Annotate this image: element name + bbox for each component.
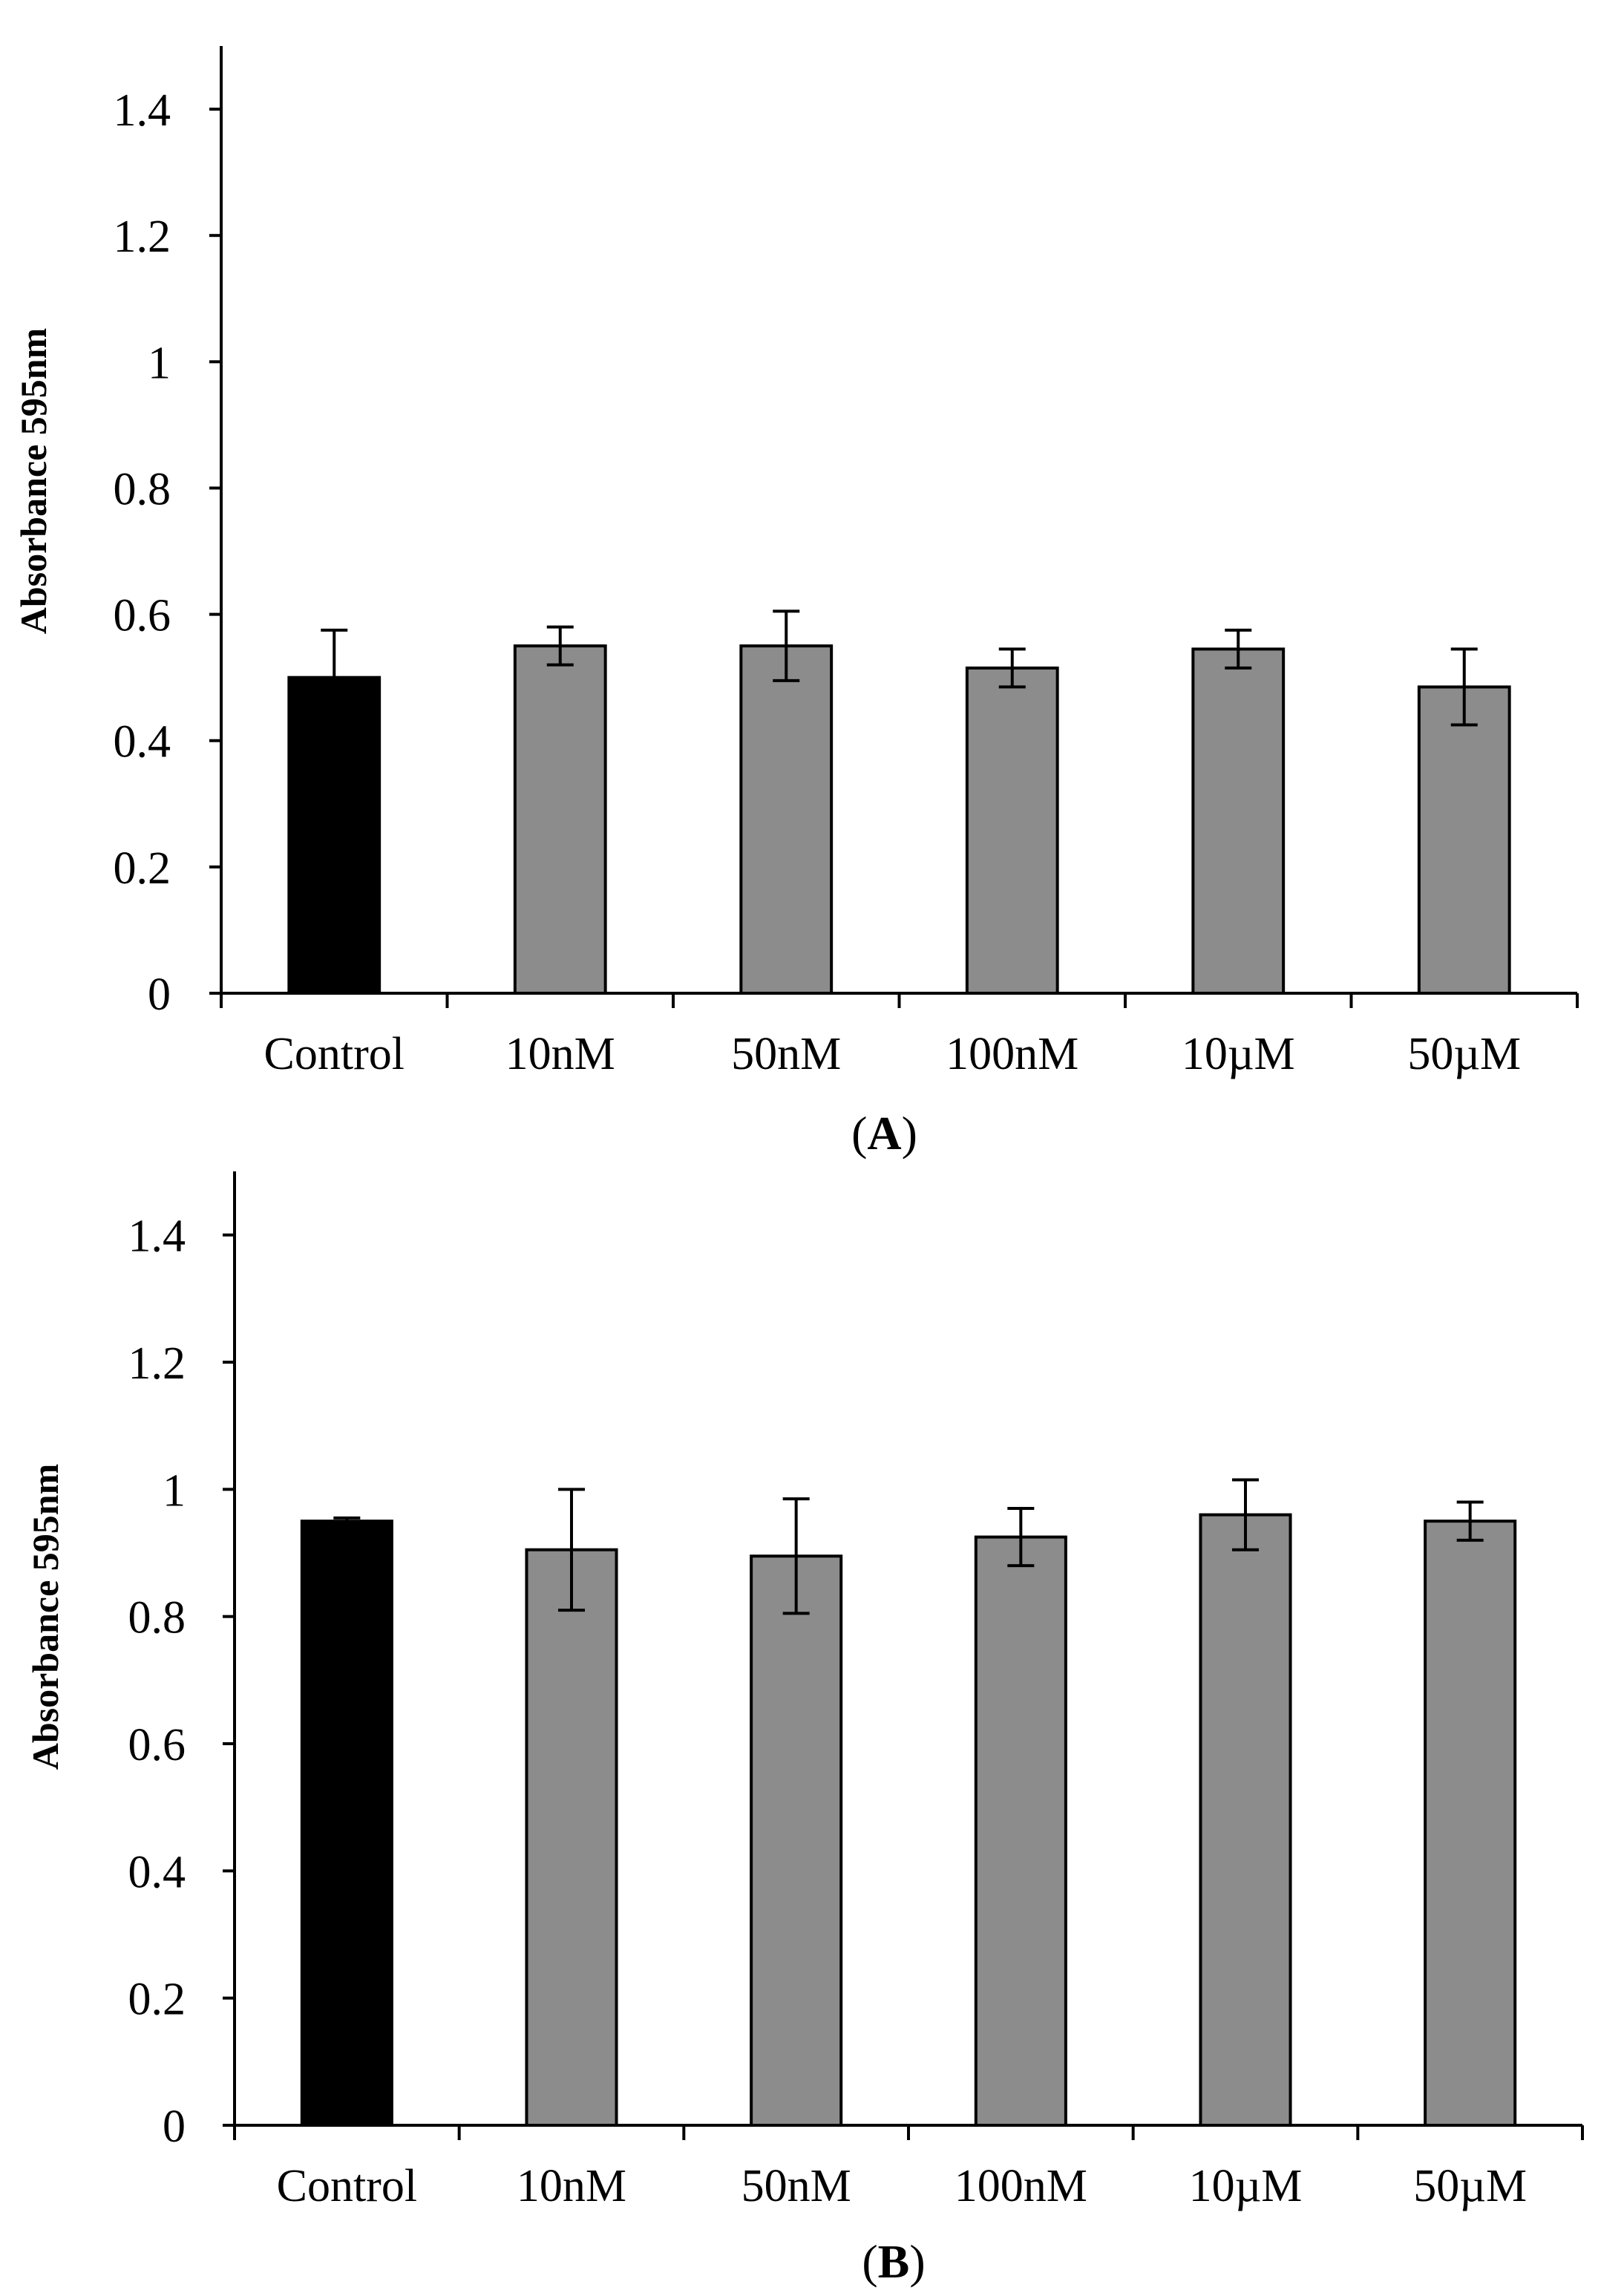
category-label: 10nM (505, 1029, 615, 1079)
category-label: 10µM (1189, 2161, 1303, 2211)
bar (525, 1548, 618, 2127)
y-tick-label: 0.4 (114, 717, 171, 768)
bar (974, 1535, 1067, 2127)
bar (965, 666, 1059, 995)
bar (1191, 647, 1286, 995)
y-tick-label: 1 (148, 338, 171, 388)
category-label: Control (277, 2161, 417, 2211)
y-tick-label: 1 (163, 1465, 186, 1516)
y-tick-label: 1.2 (114, 212, 171, 262)
y-tick-label: 0.8 (128, 1593, 186, 1643)
bar (739, 644, 834, 995)
category-label: 50µM (1413, 2161, 1527, 2211)
category-label: 100nM (955, 2161, 1087, 2211)
y-tick-label: 0.6 (128, 1720, 186, 1770)
panel-label: (A) (851, 1107, 917, 1160)
y-tick-label: 0.6 (114, 591, 171, 641)
category-label: 50µM (1407, 1029, 1521, 1079)
y-axis-title: Absorbance 595nm (13, 328, 54, 635)
y-tick-label: 1.4 (114, 85, 171, 136)
y-tick-label: 0.4 (128, 1847, 186, 1897)
category-label: 10µM (1182, 1029, 1295, 1079)
bar (1199, 1513, 1292, 2127)
y-tick-label: 1.4 (128, 1211, 186, 1262)
y-axis-title: Absorbance 595nm (24, 1464, 66, 1770)
panel-a-chart: 0 0.2 0.4 0.6 0.8 1 1.2 1.4 Control 10nM 50nM 100nM… (13, 46, 1579, 1160)
y-tick-label: 0.8 (114, 464, 171, 514)
bar (1417, 685, 1511, 995)
bar (750, 1554, 843, 2127)
y-tick-label: 0.2 (114, 843, 171, 894)
category-label: 50nM (741, 2161, 851, 2211)
y-tick-label: 1.2 (128, 1338, 186, 1389)
y-tick-label: 0 (148, 969, 171, 1020)
bar (513, 644, 607, 995)
category-label: 50nM (731, 1029, 841, 1079)
panel-label: (B) (862, 2235, 925, 2288)
y-tick-label: 0.2 (128, 1975, 186, 2025)
category-label: 10nM (517, 2161, 626, 2211)
category-label: 100nM (946, 1029, 1078, 1079)
panel-b-chart: 0 0.2 0.4 0.6 0.8 1 1.2 1.4 Control 10nM 50nM 100nM… (24, 1171, 1584, 2288)
y-tick-label: 0 (163, 2102, 186, 2152)
bar (287, 676, 382, 995)
category-label: Control (264, 1029, 405, 1079)
bar (1424, 1520, 1517, 2127)
bar (300, 1520, 393, 2127)
